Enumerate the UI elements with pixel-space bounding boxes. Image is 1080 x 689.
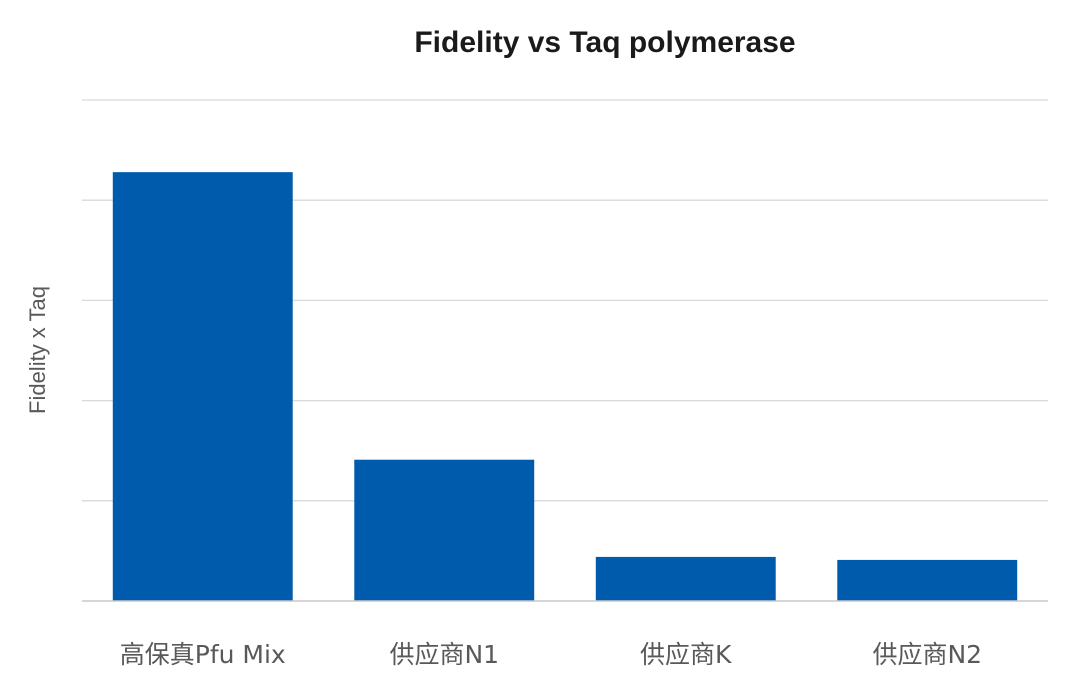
bar-1 — [354, 459, 535, 601]
category-label-2: 供应商K — [640, 640, 732, 669]
bar-3 — [837, 559, 1018, 601]
category-label-1: 供应商N1 — [389, 640, 499, 669]
category-label-3: 供应商N2 — [872, 640, 982, 669]
bar-2 — [595, 556, 776, 601]
chart-title: Fidelity vs Taq polymerase — [414, 26, 795, 59]
bars — [112, 172, 1018, 602]
x-axis-tick-labels: 高保真Pfu Mix 供应商N1 供应商K 供应商N2 — [120, 640, 982, 669]
y-axis-label: Fidelity x Taq — [25, 286, 50, 414]
bar-0 — [112, 172, 293, 602]
category-label-0: 高保真Pfu Mix — [120, 640, 286, 669]
